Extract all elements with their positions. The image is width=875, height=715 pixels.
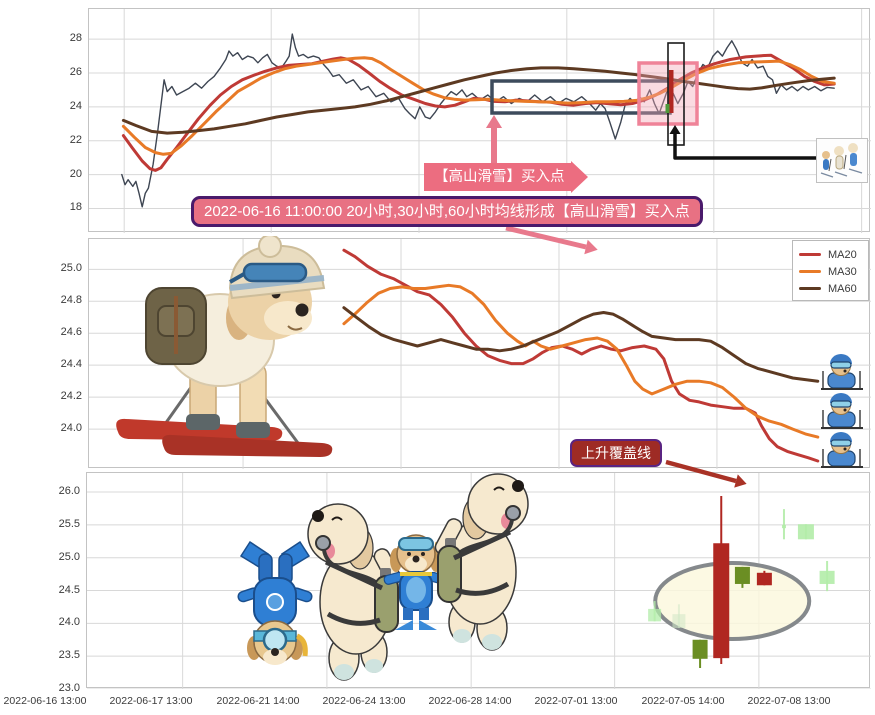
x-tick-label: 2022-06-24 13:00 bbox=[322, 695, 406, 707]
y-tick-label: 24.4 bbox=[60, 358, 82, 371]
ski-dog-figurine bbox=[116, 236, 333, 457]
skiers-sketch-icon bbox=[820, 143, 863, 178]
legend-item-ma20: MA20 bbox=[799, 246, 864, 263]
legend: MA20 MA30 MA60 bbox=[792, 240, 869, 301]
y-tick-label: 25.0 bbox=[60, 262, 82, 275]
y-tick-label: 18 bbox=[69, 201, 82, 214]
tiny-skiers-thumbnail bbox=[816, 138, 868, 183]
candle bbox=[819, 560, 835, 592]
candle bbox=[692, 639, 708, 668]
y-tick-label: 24 bbox=[69, 99, 82, 112]
zoomed-ma-panel-svg bbox=[89, 239, 871, 469]
series-MA20 bbox=[121, 53, 836, 172]
candle bbox=[713, 495, 730, 665]
rising-cover-line-label: 上升覆盖线 bbox=[570, 439, 662, 467]
series-MA30 bbox=[342, 283, 820, 439]
hourly-price-with-mas-svg bbox=[89, 9, 871, 233]
series-MA60 bbox=[342, 306, 820, 383]
series-MA60 bbox=[121, 66, 836, 135]
price-ma-panel bbox=[88, 8, 871, 233]
legend-item-ma60: MA60 bbox=[799, 280, 864, 297]
candle bbox=[756, 570, 772, 586]
x-tick-label: 2022-07-01 13:00 bbox=[534, 695, 618, 707]
ma30-legend-label: MA30 bbox=[828, 265, 857, 278]
ma20-line-swatch bbox=[799, 253, 821, 256]
y-tick-label: 26 bbox=[69, 66, 82, 78]
ma20-legend-label: MA20 bbox=[828, 248, 857, 261]
y-tick-label: 25.0 bbox=[58, 550, 80, 563]
signal-timestamp-note: 2022-06-16 11:00:00 20小时,30小时,60小时均线形成【高… bbox=[191, 196, 703, 227]
x-tick-label: 2022-06-28 14:00 bbox=[428, 695, 512, 707]
y-tick-label: 28 bbox=[69, 32, 82, 45]
flipped-snorkel-dog bbox=[237, 540, 313, 665]
candle bbox=[672, 604, 686, 628]
y-tick-label: 25.5 bbox=[58, 517, 80, 530]
scuba-puppy-left bbox=[307, 503, 402, 681]
candle bbox=[648, 601, 662, 622]
candle bbox=[734, 566, 750, 588]
x-tick-label: 2022-07-08 13:00 bbox=[747, 695, 831, 707]
scuba-puppy-right bbox=[428, 460, 540, 652]
candle bbox=[781, 509, 786, 540]
x-tick-label: 2022-06-16 13:00 bbox=[3, 695, 87, 707]
series-price bbox=[121, 33, 835, 208]
y-tick-label: 26.0 bbox=[58, 485, 80, 498]
y-tick-label: 20 bbox=[69, 167, 82, 180]
ma60-line-swatch bbox=[799, 287, 821, 290]
mini-ski-dog-stack bbox=[820, 353, 864, 468]
y-tick-label: 22 bbox=[69, 133, 82, 146]
ma30-line-swatch bbox=[799, 270, 821, 273]
y-tick-label: 24.5 bbox=[58, 583, 80, 596]
y-tick-label: 24.8 bbox=[60, 294, 82, 307]
x-tick-label: 2022-06-21 14:00 bbox=[216, 695, 300, 707]
snorkel-dog-small bbox=[383, 534, 449, 630]
y-tick-label: 24.2 bbox=[60, 390, 82, 403]
series-MA30 bbox=[121, 56, 836, 156]
candle bbox=[797, 524, 814, 540]
y-tick-label: 24.0 bbox=[60, 422, 82, 435]
legend-item-ma30: MA30 bbox=[799, 263, 864, 280]
y-tick-label: 23.0 bbox=[58, 682, 80, 694]
y-tick-label: 24.6 bbox=[60, 326, 82, 339]
y-tick-label: 23.5 bbox=[58, 649, 80, 662]
buy-point-callout: 【高山滑雪】买入点 bbox=[424, 161, 587, 193]
x-tick-label: 2022-06-17 13:00 bbox=[109, 695, 193, 707]
x-tick-label: 2022-07-05 14:00 bbox=[641, 695, 725, 707]
ma60-legend-label: MA60 bbox=[828, 282, 857, 295]
y-tick-label: 24.0 bbox=[58, 616, 80, 629]
